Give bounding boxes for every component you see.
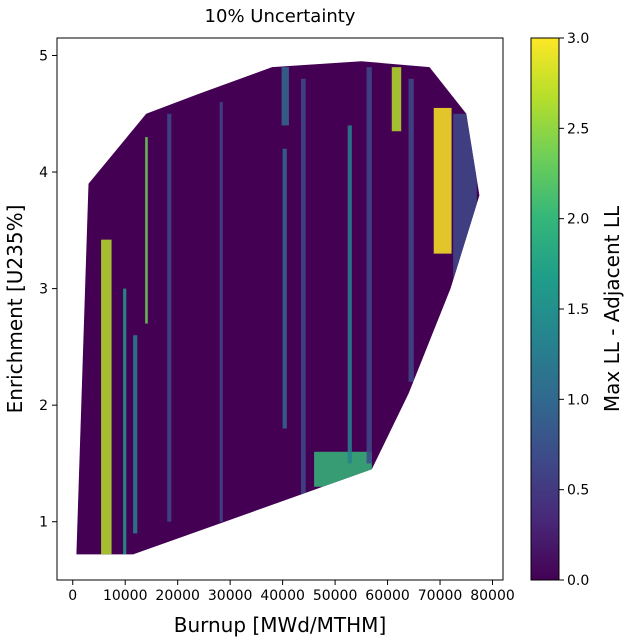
region-teal-streak-mid-a <box>347 125 352 464</box>
region-blue-streak-c <box>366 67 372 464</box>
plot-area <box>76 61 480 555</box>
region-yellow-streak-mid <box>145 137 148 324</box>
colorbar-tick-label: 2.5 <box>567 121 589 137</box>
colorbar-tick-label: 1.0 <box>567 392 589 408</box>
x-axis: 0 10000 20000 30000 40000 50000 60000 70000 8000… <box>68 580 515 604</box>
region-blue-streak-d <box>167 113 172 522</box>
plot-frame <box>56 37 504 581</box>
colorbar-tick-label: 3.0 <box>567 31 589 47</box>
x-tick-label: 80000 <box>470 588 515 604</box>
y-tick-label: 3 <box>39 282 48 298</box>
colorbar-axis: 0.0 0.5 1.0 1.5 2.0 2.5 3.0 <box>559 31 589 589</box>
region-green-edge-bottom <box>314 451 372 487</box>
x-tick-label: 30000 <box>208 588 253 604</box>
x-axis-label: Burnup [MWd/MTHM] <box>174 613 387 637</box>
region-green-streak-low-burnup <box>123 288 127 555</box>
region-blue-streak-b <box>300 78 306 499</box>
region-blue-streak-a <box>219 102 223 522</box>
x-tick-label: 10000 <box>103 588 148 604</box>
x-tick-label: 40000 <box>260 588 305 604</box>
x-tick-label: 50000 <box>313 588 358 604</box>
y-axis: 1 2 3 4 5 <box>39 48 57 531</box>
region-yellow-band-right <box>433 107 452 254</box>
region-teal-streak-mid-b <box>282 148 287 429</box>
region-yellow-streak-low-burnup <box>101 239 112 555</box>
region-blue-edge-right <box>453 113 477 289</box>
y-tick-label: 5 <box>39 48 48 64</box>
region-teal-streak-low-burnup <box>133 335 138 534</box>
y-tick-label: 4 <box>39 165 48 181</box>
chart-title: 10% Uncertainty <box>205 6 356 27</box>
surface-hull <box>76 61 480 555</box>
x-tick-label: 0 <box>68 588 77 604</box>
y-tick-label: 1 <box>39 515 48 531</box>
y-tick-label: 2 <box>39 398 48 414</box>
colorbar-tick-label: 1.5 <box>567 302 589 318</box>
x-tick-label: 20000 <box>155 588 200 604</box>
y-axis-label: Enrichment [U235%] <box>3 205 27 414</box>
region-teal-streak-top <box>281 67 289 126</box>
colorbar-label: Max LL - Adjacent LL <box>600 205 624 412</box>
colorbar-tick-label: 2.0 <box>567 212 589 228</box>
colorbar <box>530 37 560 581</box>
x-tick-label: 70000 <box>418 588 463 604</box>
x-tick-label: 60000 <box>365 588 410 604</box>
colorbar-tick-label: 0.0 <box>567 573 589 589</box>
colorbar-tick-label: 0.5 <box>567 483 589 499</box>
region-blue-streak-e <box>408 78 414 382</box>
region-yellow-stripe-top <box>391 67 402 132</box>
